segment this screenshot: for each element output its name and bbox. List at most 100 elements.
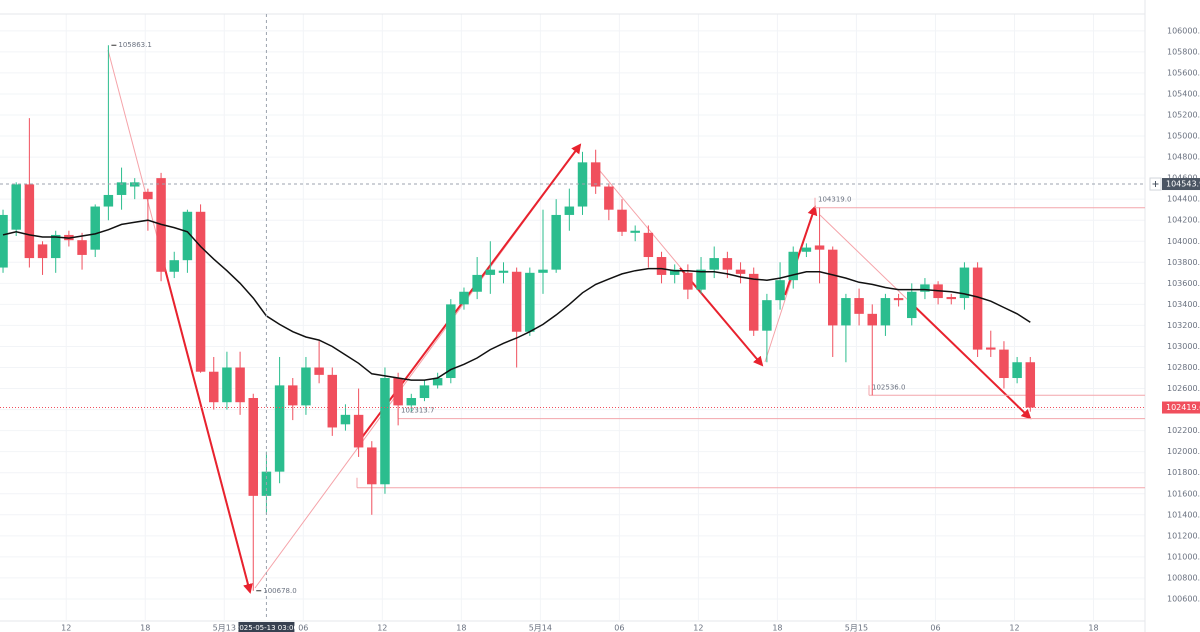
crosshair-time-label: 2025-05-13 03:00 bbox=[235, 624, 298, 632]
candle-body bbox=[656, 257, 667, 275]
x-tick-label: 12 bbox=[61, 624, 71, 632]
candle-body bbox=[143, 191, 153, 200]
candle-body bbox=[722, 258, 733, 270]
candle-body bbox=[90, 206, 100, 250]
candle-body bbox=[103, 194, 114, 207]
candle-body bbox=[511, 271, 522, 332]
candle-body bbox=[999, 349, 1009, 379]
candle-body bbox=[498, 270, 509, 273]
y-tick-label: 100800.0 bbox=[1167, 573, 1200, 582]
candle-body bbox=[617, 209, 627, 232]
candle-body bbox=[288, 385, 298, 406]
candle-body bbox=[525, 272, 535, 332]
candle-body bbox=[907, 291, 917, 319]
pivot-label: 100678.0 bbox=[263, 587, 296, 595]
candle-body bbox=[604, 186, 614, 210]
x-tick-label: 12 bbox=[1009, 624, 1019, 632]
candle-body bbox=[814, 245, 825, 250]
y-tick-label: 103600.0 bbox=[1167, 279, 1200, 288]
candle-body bbox=[986, 347, 996, 350]
plot bbox=[0, 45, 1145, 591]
candle-body bbox=[393, 378, 403, 406]
candle-body bbox=[683, 272, 693, 290]
trend-arrow bbox=[784, 205, 818, 296]
candle-body bbox=[340, 414, 351, 425]
candle-body bbox=[748, 273, 759, 331]
x-tick-label: 5月15 bbox=[845, 624, 868, 632]
x-tick-label: 5月13 bbox=[213, 624, 236, 632]
crosshair-time-tag bbox=[238, 622, 295, 632]
candle-body bbox=[314, 367, 324, 375]
trend-arrow bbox=[909, 301, 1032, 420]
candle-body bbox=[946, 297, 957, 300]
y-tick-label: 102200.0 bbox=[1167, 426, 1200, 435]
candle-body bbox=[959, 267, 970, 299]
candle-body bbox=[551, 214, 561, 270]
y-tick-label: 103800.0 bbox=[1167, 258, 1200, 267]
candle-body bbox=[406, 398, 417, 406]
candle-body bbox=[696, 269, 706, 290]
pivot-label: 105863.1 bbox=[118, 41, 151, 49]
y-tick-label: 101200.0 bbox=[1167, 531, 1200, 540]
candle-body bbox=[195, 211, 206, 372]
candle-body bbox=[182, 211, 193, 261]
candle-body bbox=[709, 258, 719, 270]
candle-body bbox=[485, 269, 496, 275]
candle-body bbox=[77, 240, 87, 255]
candle-body bbox=[669, 269, 680, 275]
overlay: 100600.0 100800.0 101000.0 101200.0 101400.0… bbox=[0, 14, 1200, 632]
trend-arrow bbox=[679, 267, 764, 367]
crosshair-price-label: 104543.9 bbox=[1166, 180, 1200, 189]
y-tick-label: 106000.0 bbox=[1167, 26, 1200, 35]
y-tick-label: 100600.0 bbox=[1167, 594, 1200, 603]
level-label: 102313.7 bbox=[401, 407, 434, 415]
candle-body bbox=[0, 214, 8, 268]
candle-body bbox=[50, 234, 61, 259]
candle-body bbox=[274, 385, 285, 472]
y-tick-label: 105800.0 bbox=[1167, 47, 1200, 56]
y-tick-label: 102800.0 bbox=[1167, 363, 1200, 372]
x-tick-label: 06 bbox=[930, 624, 940, 632]
candle-body bbox=[920, 284, 930, 292]
moving-average-line bbox=[2, 219, 1031, 381]
x-tick-label: 06 bbox=[614, 624, 624, 632]
candle-body bbox=[222, 367, 232, 403]
y-tick-label: 104800.0 bbox=[1167, 153, 1200, 162]
candle-body bbox=[841, 298, 851, 326]
y-tick-label: 103200.0 bbox=[1167, 321, 1200, 330]
y-tick-label: 103000.0 bbox=[1167, 342, 1200, 351]
y-tick-label: 101400.0 bbox=[1167, 510, 1200, 519]
candle-body bbox=[169, 260, 179, 272]
x-tick-label: 18 bbox=[456, 624, 466, 632]
y-tick-label: 102000.0 bbox=[1167, 447, 1200, 456]
candle-body bbox=[735, 269, 746, 274]
candle-body bbox=[353, 414, 364, 448]
y-tick-label: 105000.0 bbox=[1167, 132, 1200, 141]
x-tick-label: 18 bbox=[772, 624, 782, 632]
x-tick-label: 18 bbox=[140, 624, 150, 632]
candle-body bbox=[116, 182, 127, 195]
price-tag-label: 102419.6 bbox=[1166, 403, 1200, 412]
candle-body bbox=[630, 230, 640, 233]
candle-body bbox=[972, 267, 983, 350]
candle-body bbox=[590, 162, 601, 187]
plus-icon bbox=[1152, 181, 1159, 188]
y-tick-label: 104200.0 bbox=[1167, 216, 1200, 225]
candle-body bbox=[788, 251, 798, 281]
y-tick-label: 104000.0 bbox=[1167, 237, 1200, 246]
candle-body bbox=[248, 398, 259, 496]
y-tick-label: 105600.0 bbox=[1167, 68, 1200, 77]
candle-body bbox=[209, 371, 219, 403]
candle-body bbox=[893, 298, 904, 301]
grid bbox=[0, 14, 1145, 620]
candle-body bbox=[235, 367, 245, 403]
y-tick-label: 105200.0 bbox=[1167, 111, 1200, 120]
level-label: 104319.0 bbox=[818, 196, 851, 204]
level-label: 102536.0 bbox=[872, 383, 905, 391]
y-tick-label: 105400.0 bbox=[1167, 89, 1200, 98]
x-tick-label: 5月14 bbox=[529, 624, 552, 632]
candle-body bbox=[459, 291, 469, 305]
price-tag bbox=[1162, 401, 1200, 414]
